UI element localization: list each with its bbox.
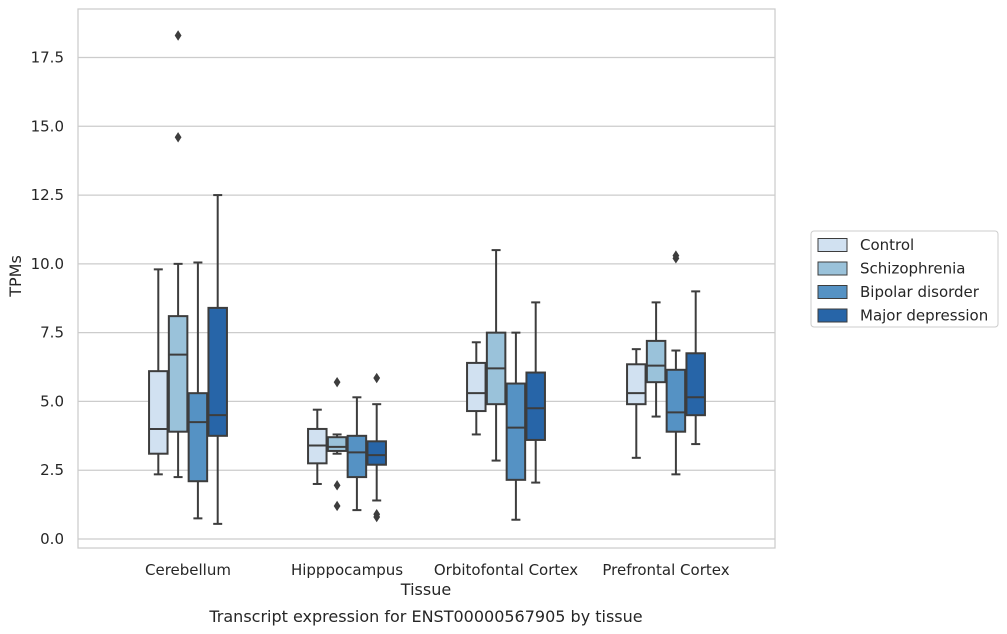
box-major-depression [685, 290, 706, 446]
legend-label: Major depression [860, 307, 988, 325]
y-tick-label: 17.5 [31, 49, 64, 67]
box-iqr [346, 434, 368, 479]
x-tick-label: Prefrontal Cortex [602, 561, 729, 579]
outlier-point [174, 30, 182, 41]
outlier-point [333, 500, 341, 512]
legend-swatch [817, 285, 848, 299]
box-iqr [326, 436, 348, 452]
x-tick-labels: Cerebellum Hipppocampus Orbitofontal Corte… [145, 561, 730, 579]
y-tick-label: 10.0 [31, 255, 64, 273]
box-iqr [665, 368, 687, 433]
legend-label: Bipolar disorder [860, 283, 980, 301]
box-iqr [207, 306, 228, 437]
gridlines [78, 56, 775, 540]
box-iqr [148, 370, 169, 455]
y-axis-label: TPMs [6, 255, 25, 298]
plot-frame [77, 8, 776, 549]
legend-label: Control [860, 236, 914, 254]
boxes [148, 30, 706, 525]
y-tick-label: 12.5 [31, 186, 64, 204]
box-bipolar-disorder [187, 261, 209, 520]
outlier-point [373, 372, 381, 384]
box-iqr [366, 440, 387, 466]
box-bipolar-disorder [346, 396, 368, 512]
box-iqr [626, 363, 647, 406]
box-control [466, 341, 487, 436]
outlier-point [672, 250, 680, 261]
box-schizophrenia [485, 249, 507, 462]
outlier-point [333, 480, 341, 491]
box-control [307, 408, 328, 485]
box-schizophrenia [645, 301, 667, 418]
outlier-point [333, 376, 341, 388]
y-tick-label: 5.0 [40, 392, 64, 410]
y-tick-label: 15.0 [31, 117, 64, 135]
chart-caption: Transcript expression for ENST0000056790… [208, 607, 642, 626]
y-tick-label: 0.0 [40, 530, 64, 548]
box-bipolar-disorder [505, 331, 527, 521]
y-tick-label: 2.5 [40, 461, 64, 479]
legend-swatch [817, 261, 848, 276]
legend: Control Schizophrenia Bipolar disorder Majo… [810, 230, 999, 328]
box-control [148, 268, 169, 476]
box-iqr [505, 382, 527, 481]
box-bipolar-disorder [665, 250, 687, 476]
legend-frame [810, 230, 999, 328]
box-major-depression [207, 194, 228, 525]
box-iqr [685, 352, 706, 417]
x-axis-label: Tissue [400, 580, 451, 599]
box-major-depression [366, 372, 387, 523]
x-tick-label: Hipppocampus [291, 561, 403, 579]
box-iqr [525, 371, 546, 441]
x-tick-label: Orbitofontal Cortex [434, 561, 578, 579]
box-iqr [167, 315, 189, 433]
outlier-point [373, 509, 381, 520]
legend-swatch [817, 308, 848, 323]
box-schizophrenia [167, 30, 189, 479]
legend-swatch [817, 238, 848, 252]
box-control [626, 348, 647, 459]
box-schizophrenia [326, 376, 348, 512]
y-tick-labels: 0.0 2.5 5.0 7.5 10.0 12.5 15.0 17.5 [31, 49, 64, 549]
box-iqr [187, 392, 209, 483]
box-iqr [645, 339, 667, 384]
box-iqr [466, 361, 487, 413]
legend-label: Schizophrenia [860, 260, 965, 278]
outlier-point [174, 132, 182, 143]
x-tick-label: Cerebellum [145, 561, 231, 579]
y-tick-label: 7.5 [40, 324, 64, 342]
box-major-depression [525, 301, 546, 484]
